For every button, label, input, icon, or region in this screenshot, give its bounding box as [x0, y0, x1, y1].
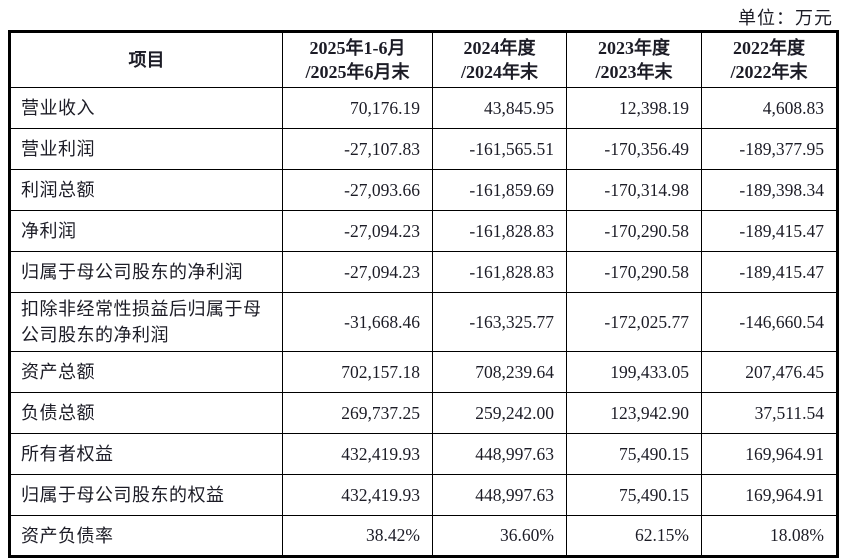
- table-row: 利润总额 -27,093.66 -161,859.69 -170,314.98 -189…: [9, 169, 838, 211]
- table-row: 归属于母公司股东的权益 432,419.93 448,997.63 75,490.15…: [9, 474, 838, 517]
- cell-value: -27,094.23: [282, 251, 433, 293]
- table-row: 资产负债率 38.42% 36.60% 62.15% 18.08%: [9, 515, 838, 558]
- column-header-period-2023: 2023年度 /2023年末: [566, 31, 702, 88]
- column-header-period-2025: 2025年1-6月 /2025年6月末: [282, 31, 433, 88]
- period-label-line1: 2022年度: [733, 37, 805, 58]
- cell-value: 18.08%: [701, 515, 838, 558]
- cell-value: 70,176.19: [282, 87, 433, 129]
- cell-value: 432,419.93: [282, 433, 433, 476]
- cell-value: 12,398.19: [566, 87, 702, 129]
- unit-label: 单位：万元: [738, 8, 833, 28]
- table-row: 营业利润 -27,107.83 -161,565.51 -170,356.49 -189…: [9, 128, 838, 170]
- cell-value: 207,476.45: [701, 351, 838, 394]
- period-label-line2: /2024年末: [460, 62, 538, 82]
- cell-value: 199,433.05: [566, 351, 702, 394]
- cell-value: -170,314.98: [566, 169, 702, 211]
- column-header-period-2024: 2024年度 /2024年末: [432, 31, 567, 88]
- cell-value: 432,419.93: [282, 474, 433, 517]
- row-label: 营业利润: [9, 128, 283, 170]
- cell-value: -161,828.83: [432, 251, 567, 293]
- cell-value: -189,377.95: [701, 128, 838, 170]
- cell-value: 38.42%: [282, 515, 433, 558]
- row-label: 资产总额: [9, 351, 283, 394]
- cell-value: 37,511.54: [701, 392, 838, 435]
- cell-value: 708,239.64: [432, 351, 567, 394]
- period-label-line1: 2024年度: [463, 37, 536, 58]
- cell-value: 169,964.91: [701, 433, 838, 476]
- cell-value: -146,660.54: [701, 291, 838, 353]
- row-label: 归属于母公司股东的权益: [9, 474, 283, 517]
- cell-value: -172,025.77: [566, 291, 702, 353]
- cell-value: -170,290.58: [566, 210, 702, 252]
- cell-value: 75,490.15: [566, 433, 702, 476]
- table-row: 归属于母公司股东的净利润 -27,094.23 -161,828.83 -170,29…: [9, 251, 838, 293]
- cell-value: -161,565.51: [432, 128, 567, 170]
- column-header-item: 项目: [9, 31, 283, 88]
- cell-value: -163,325.77: [432, 291, 567, 353]
- period-label-line2: /2022年末: [730, 62, 808, 82]
- table-row: 扣除非经常性损益后归属于母公司股东的净利润 -31,668.46 -163,325.…: [9, 291, 838, 353]
- cell-value: 169,964.91: [701, 474, 838, 517]
- cell-value: 4,608.83: [701, 87, 838, 129]
- cell-value: -170,356.49: [566, 128, 702, 170]
- row-label: 扣除非经常性损益后归属于母公司股东的净利润: [9, 291, 283, 353]
- column-header-period-2022: 2022年度 /2022年末: [701, 31, 838, 88]
- row-label: 净利润: [9, 210, 283, 252]
- table-row: 负债总额 269,737.25 259,242.00 123,942.90 37,511…: [9, 392, 838, 435]
- cell-value: -161,859.69: [432, 169, 567, 211]
- row-label: 营业收入: [9, 87, 283, 129]
- cell-value: 75,490.15: [566, 474, 702, 517]
- cell-value: 43,845.95: [432, 87, 567, 129]
- cell-value: 123,942.90: [566, 392, 702, 435]
- cell-value: 269,737.25: [282, 392, 433, 435]
- table-row: 营业收入 70,176.19 43,845.95 12,398.19 4,608.83: [9, 87, 838, 129]
- cell-value: -27,094.23: [282, 210, 433, 252]
- cell-value: -189,415.47: [701, 210, 838, 252]
- row-label: 归属于母公司股东的净利润: [9, 251, 283, 293]
- cell-value: -189,415.47: [701, 251, 838, 293]
- cell-value: 62.15%: [566, 515, 702, 558]
- row-label: 资产负债率: [9, 515, 283, 558]
- period-label-line2: /2023年末: [595, 62, 673, 82]
- cell-value: -170,290.58: [566, 251, 702, 293]
- cell-value: -189,398.34: [701, 169, 838, 211]
- cell-value: 36.60%: [432, 515, 567, 558]
- table-row: 所有者权益 432,419.93 448,997.63 75,490.15 169,96…: [9, 433, 838, 476]
- cell-value: 702,157.18: [282, 351, 433, 394]
- cell-value: 448,997.63: [432, 433, 567, 476]
- cell-value: -27,107.83: [282, 128, 433, 170]
- cell-value: 259,242.00: [432, 392, 567, 435]
- cell-value: -31,668.46: [282, 291, 433, 353]
- cell-value: -161,828.83: [432, 210, 567, 252]
- period-label-line1: 2023年度: [598, 37, 670, 58]
- financial-summary-table: 项目 2025年1-6月 /2025年6月末 2024年度 /2024年末 20…: [8, 30, 839, 559]
- period-label-line1: 2025年1-6月: [309, 37, 406, 58]
- table-row: 净利润 -27,094.23 -161,828.83 -170,290.58 -189,…: [9, 210, 838, 252]
- row-label: 利润总额: [9, 169, 283, 211]
- row-label: 负债总额: [9, 392, 283, 435]
- table-row: 资产总额 702,157.18 708,239.64 199,433.05 207,47…: [9, 351, 838, 394]
- cell-value: -27,093.66: [282, 169, 433, 211]
- row-label: 所有者权益: [9, 433, 283, 476]
- header-row: 项目 2025年1-6月 /2025年6月末 2024年度 /2024年末 20…: [9, 31, 838, 88]
- period-label-line2: /2025年6月末: [305, 62, 410, 82]
- cell-value: 448,997.63: [432, 474, 567, 517]
